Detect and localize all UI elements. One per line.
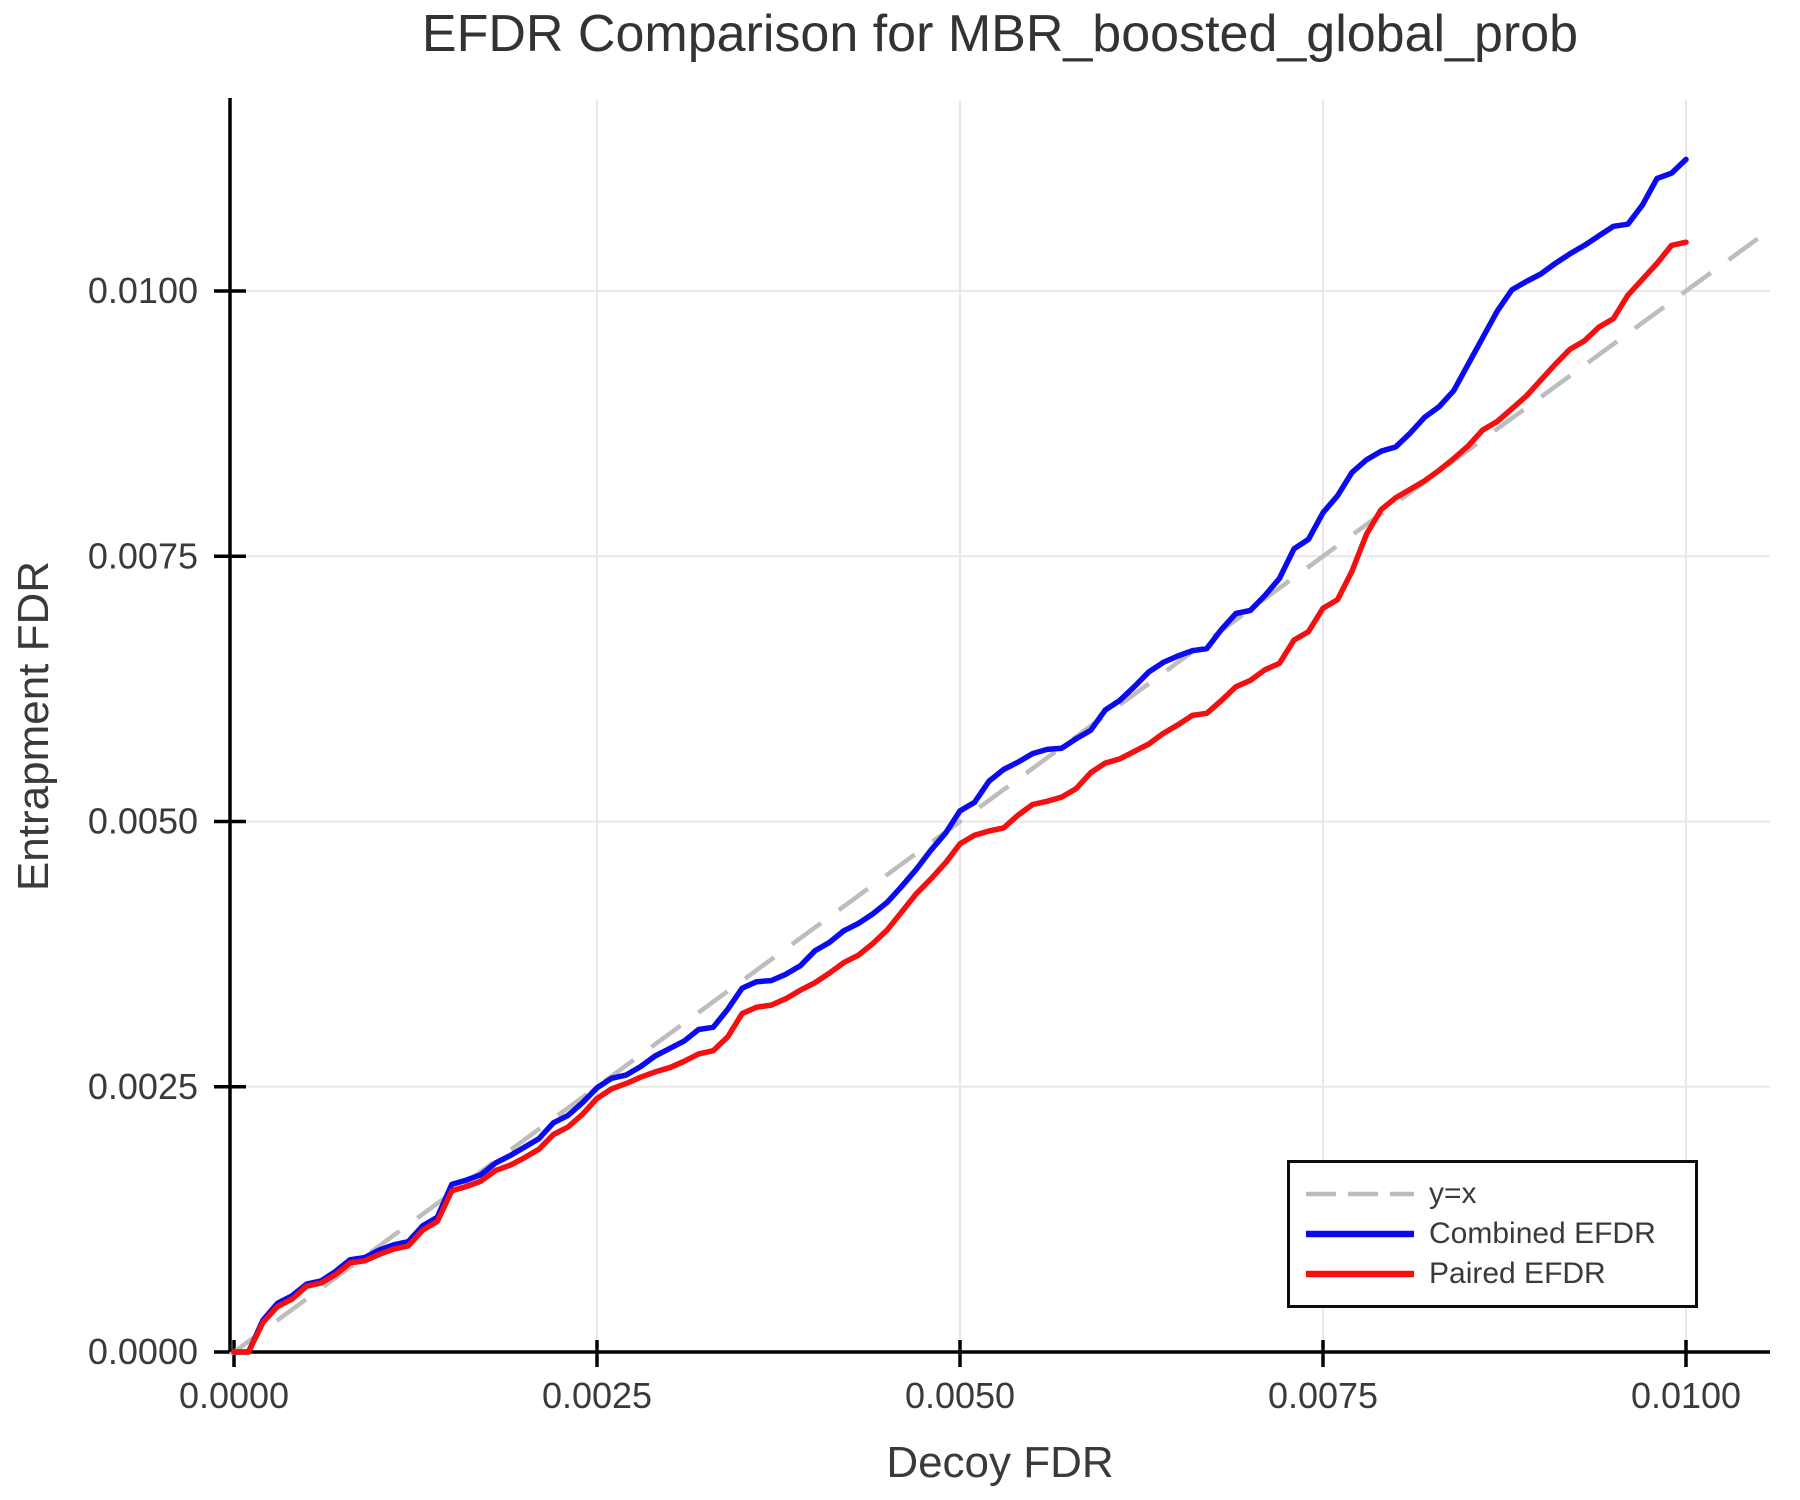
y-axis-label: Entrapment FDR xyxy=(9,560,58,892)
legend-entry-combined-efdr: Combined EFDR xyxy=(1304,1217,1695,1251)
x-axis-label: Decoy FDR xyxy=(886,1438,1114,1487)
legend-label-paired-efdr: Paired EFDR xyxy=(1429,1257,1606,1290)
y-tick-label-0.0025: 0.0025 xyxy=(88,1066,198,1107)
x-tick-label-0.0100: 0.0100 xyxy=(1631,1375,1741,1416)
legend: y=x Combined EFDR Paired EFDR xyxy=(1287,1160,1698,1308)
x-tick-label-0.0075: 0.0075 xyxy=(1268,1375,1378,1416)
series-line-combined-efdr xyxy=(231,156,1689,1355)
legend-label-yx: y=x xyxy=(1429,1177,1477,1210)
legend-dashed-line-icon xyxy=(1306,1191,1414,1197)
y-tick-label-0.0100: 0.0100 xyxy=(88,270,198,311)
y-tick-label-0.0050: 0.0050 xyxy=(88,801,198,842)
chart-title: EFDR Comparison for MBR_boosted_global_p… xyxy=(421,5,1579,63)
legend-blue-line-icon xyxy=(1306,1230,1414,1238)
y-tick-label-0.0000: 0.0000 xyxy=(88,1331,198,1372)
legend-entry-yx: y=x xyxy=(1304,1177,1695,1211)
x-tick-label-0.0050: 0.0050 xyxy=(905,1375,1015,1416)
series-line-paired-efdr xyxy=(231,239,1689,1355)
y-tick-label-0.0075: 0.0075 xyxy=(88,535,198,576)
x-tick-label-0.0000: 0.0000 xyxy=(179,1375,289,1416)
legend-label-combined-efdr: Combined EFDR xyxy=(1429,1217,1656,1250)
legend-entry-paired-efdr: Paired EFDR xyxy=(1304,1257,1695,1291)
x-tick-label-0.0025: 0.0025 xyxy=(542,1375,652,1416)
legend-red-line-icon xyxy=(1306,1270,1414,1278)
